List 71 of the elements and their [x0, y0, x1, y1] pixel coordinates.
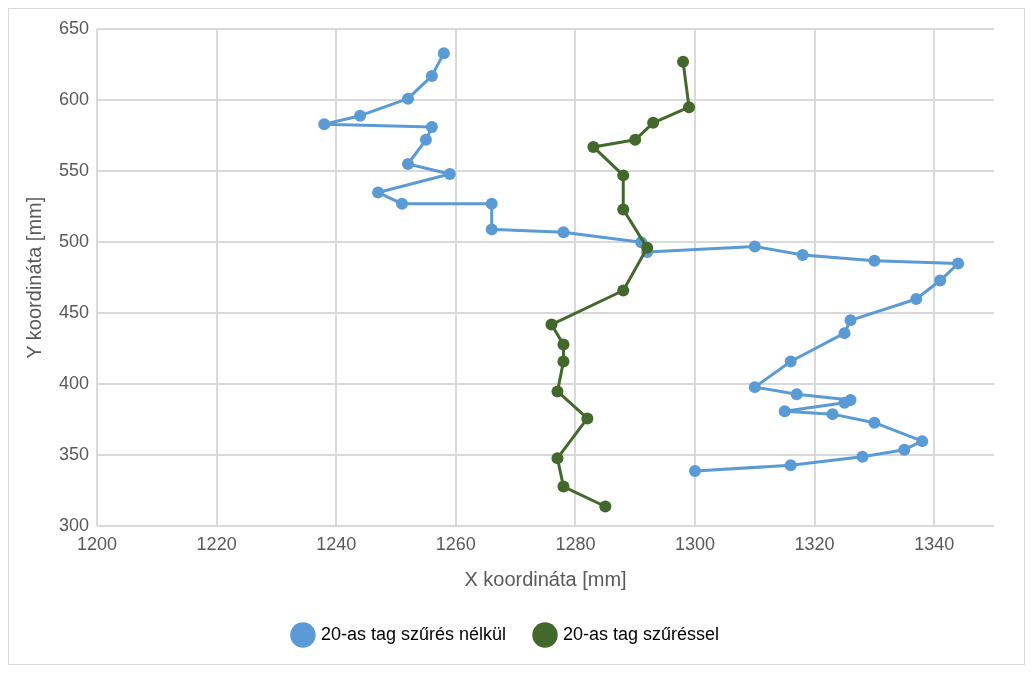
x-tick-label: 1200 [77, 534, 118, 555]
point [443, 167, 456, 180]
x-tick-label: 1340 [914, 534, 955, 555]
point [372, 186, 385, 199]
legend-label: 20-as tag szűrés nélkül [320, 623, 507, 644]
x-tick-label: 1300 [674, 534, 716, 555]
point [401, 158, 414, 171]
point [557, 480, 570, 493]
point [557, 226, 570, 239]
point [689, 464, 702, 477]
point [790, 388, 803, 401]
point [617, 169, 630, 182]
point [557, 355, 570, 368]
point [551, 452, 564, 465]
y-tick-label: 550 [58, 160, 90, 181]
point [952, 257, 965, 270]
point [401, 92, 414, 105]
y-tick-label: 650 [58, 17, 90, 38]
x-tick-label: 1220 [196, 534, 237, 555]
point [868, 416, 881, 429]
point [641, 241, 654, 254]
x-tick-label: 1320 [794, 534, 835, 555]
point [826, 408, 839, 421]
point [551, 385, 564, 398]
y-tick-label: 500 [58, 231, 90, 252]
point [647, 116, 660, 129]
point [545, 318, 558, 331]
point [587, 140, 600, 153]
point [784, 355, 797, 368]
point [778, 405, 791, 418]
y-tick-label: 300 [58, 515, 90, 536]
point [910, 293, 923, 306]
point [844, 314, 857, 327]
point [396, 197, 408, 210]
point [748, 240, 761, 253]
point [425, 69, 438, 82]
point [934, 274, 947, 287]
point [784, 459, 797, 472]
point [617, 203, 630, 216]
point [629, 133, 642, 146]
point [748, 381, 761, 394]
point [485, 223, 498, 236]
point [617, 284, 630, 297]
x-axis-title: X koordináta [mm] [464, 567, 627, 590]
legend-label: 20-as tag szűréssel [563, 623, 720, 644]
point [856, 450, 869, 463]
point [838, 327, 851, 340]
y-axis-title: Y koordináta [mm] [22, 196, 45, 359]
point [581, 412, 594, 425]
point [354, 109, 367, 122]
y-tick-label: 400 [58, 373, 90, 394]
y-tick-label: 450 [58, 302, 90, 323]
point [485, 197, 498, 210]
point [425, 121, 438, 134]
point [599, 500, 612, 513]
point [838, 396, 851, 409]
point [557, 338, 570, 351]
point [419, 133, 432, 146]
x-tick-label: 1260 [435, 534, 476, 555]
point [796, 248, 809, 261]
point [868, 254, 881, 267]
point [677, 55, 690, 68]
point [898, 443, 911, 456]
x-tick-label: 1280 [555, 534, 596, 555]
point [916, 435, 929, 448]
y-tick-label: 350 [58, 444, 90, 465]
point [683, 101, 696, 114]
point [437, 47, 450, 60]
y-tick-label: 600 [58, 89, 90, 110]
x-tick-label: 1240 [316, 534, 357, 555]
point [318, 118, 331, 131]
